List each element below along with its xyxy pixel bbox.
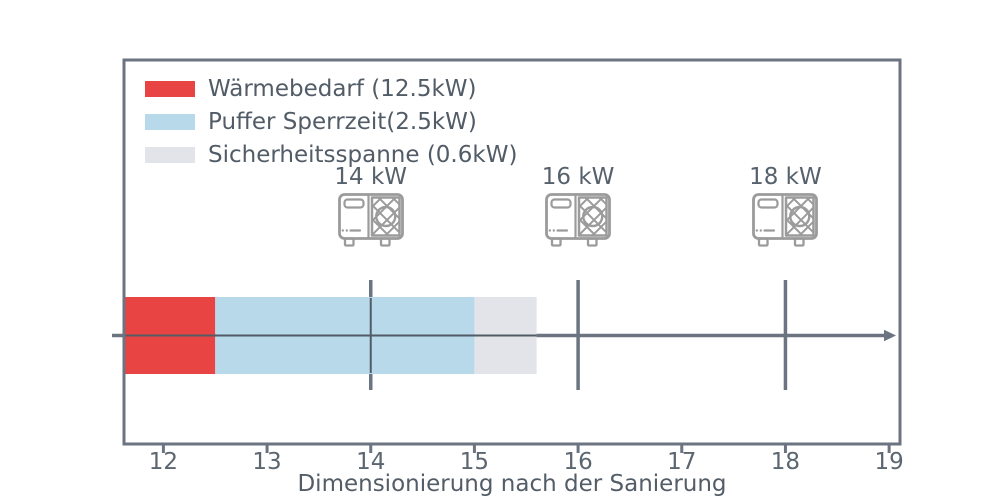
legend-swatch <box>145 113 195 130</box>
legend-label: Wärmebedarf (12.5kW) <box>208 75 477 102</box>
heat-pump-marker: 18 kW <box>730 164 840 252</box>
legend-item: Wärmebedarf (12.5kW) <box>145 72 517 105</box>
legend-swatch <box>145 80 195 97</box>
x-tick-label: 12 <box>148 449 179 475</box>
x-tick-label: 15 <box>459 449 490 475</box>
heat-pump-marker: 16 kW <box>523 164 633 252</box>
heat-pump-icon <box>337 193 404 247</box>
marker-label: 14 kW <box>334 164 408 190</box>
x-tick-label: 14 <box>356 449 386 475</box>
plot-frame <box>122 58 902 446</box>
x-axis-label: Dimensionierung nach der Sanierung <box>297 471 727 497</box>
x-tick-label: 17 <box>667 449 697 475</box>
legend-item: Puffer Sperrzeit(2.5kW) <box>145 105 517 138</box>
legend: Wärmebedarf (12.5kW) Puffer Sperrzeit(2.… <box>145 72 517 171</box>
heat-pump-icon <box>545 193 611 247</box>
x-tick-label: 13 <box>252 449 282 475</box>
legend-label: Sicherheitsspanne (0.6kW) <box>208 141 518 168</box>
x-tick-label: 16 <box>563 449 593 475</box>
axis-arrow-head <box>884 329 896 342</box>
legend-item: Sicherheitsspanne (0.6kW) <box>145 138 517 171</box>
legend-swatch <box>145 146 195 163</box>
marker-label: 16 kW <box>541 164 615 190</box>
x-tick-label: 19 <box>874 449 904 475</box>
marker-label: 18 kW <box>749 164 822 190</box>
heat-pump-icon <box>752 193 819 247</box>
heat-pump-marker: 14 kW <box>316 164 426 252</box>
legend-label: Puffer Sperrzeit(2.5kW) <box>208 108 477 135</box>
x-tick-label: 18 <box>770 449 801 475</box>
